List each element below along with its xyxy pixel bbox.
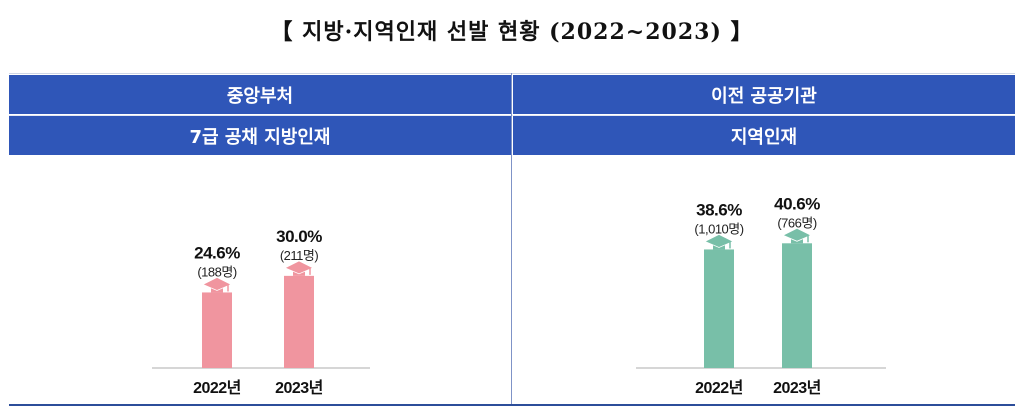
bar-count-label: (1,010명) [694,221,743,236]
graduation-cap-icon [202,276,232,293]
header-separator [9,115,1015,116]
table-bottom-border [9,404,1015,406]
bar-group: 24.6% (188명) [194,243,241,368]
right-subheader: 지역인재 [513,116,1015,155]
bar [284,275,314,368]
bar-group: 30.0% (211명) [276,227,323,368]
left-subheader-label: 7급 공채 지방인재 [189,126,331,148]
right-header: 이전 공공기관 [513,75,1015,114]
right-header-label: 이전 공공기관 [711,85,817,107]
x-tick-label: 2022년 [193,378,241,397]
graduation-cap-icon [284,260,314,276]
graduation-cap-icon [704,233,734,250]
bar-group: 40.6% (766명) [774,194,821,368]
bar-value-label: 24.6% [194,243,240,262]
bar-value-label: 38.6% [696,200,742,219]
column-divider [511,73,512,406]
bar [202,292,232,368]
right-subheader-label: 지역인재 [730,126,798,148]
bar-count-label: (211명) [280,248,319,263]
comparison-table [9,73,1015,410]
bar-value-label: 40.6% [774,194,820,213]
graduation-cap-icon [782,227,812,244]
bar-count-label: (766명) [777,215,816,230]
x-tick-label: 2022년 [695,378,743,397]
x-tick-label: 2023년 [773,378,821,397]
bar [704,249,734,368]
bar-value-label: 30.0% [276,227,322,246]
right-bar-chart: 38.6% (1,010명) 2022년 40.6% (766명) 2023년 [636,194,886,397]
bar-group: 38.6% (1,010명) [694,200,744,368]
bar [782,243,812,368]
page-title: 【 지방·지역인재 선발 현황 (2022~2023) 】 [270,19,754,45]
left-header-label: 중앙부처 [226,85,294,107]
left-header: 중앙부처 [9,75,511,114]
x-tick-label: 2023년 [275,378,323,397]
bar-count-label: (188명) [197,264,236,279]
left-subheader: 7급 공채 지방인재 [9,116,511,155]
left-bar-chart: 24.6% (188명) 2022년 30.0% (211명) 2023년 [152,227,370,397]
